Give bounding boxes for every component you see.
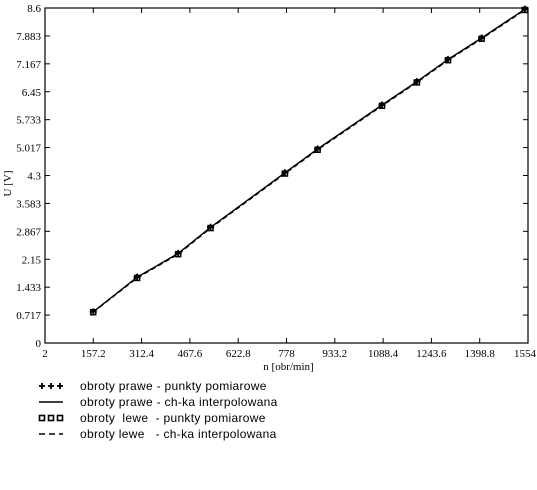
series-line-1 [92, 8, 526, 313]
x-tick-label: 1554 [514, 348, 537, 360]
data-point-square [478, 35, 485, 43]
series-line-3 [92, 9, 526, 313]
legend-label: obroty lewe - punkty pomiarowe [80, 411, 266, 425]
data-point-square [133, 274, 141, 282]
y-tick-label: 3.583 [16, 198, 41, 210]
legend: obroty prawe - punkty pomiarowe obroty p… [38, 378, 277, 442]
y-tick-label: 2.867 [16, 226, 41, 238]
y-tick-label: 2.15 [22, 254, 42, 266]
data-point-square [521, 6, 529, 14]
x-axis-label: n [obr/min] [263, 361, 313, 373]
legend-label: obroty prawe - punkty pomiarowe [80, 379, 267, 393]
y-tick-label: 6.45 [22, 87, 42, 99]
x-tick-label: 1088.4 [368, 348, 399, 360]
y-tick-label: 4.3 [27, 171, 41, 183]
legend-item-right-points: obroty prawe - punkty pomiarowe [38, 378, 266, 394]
x-tick-label: 1398.8 [465, 348, 496, 360]
data-point-square [174, 250, 182, 258]
x-tick-label: 778 [278, 348, 295, 360]
y-tick-label: 5.017 [16, 143, 41, 155]
y-tick-label: 0 [36, 338, 42, 350]
data-point-square [314, 146, 321, 154]
data-point-square [413, 79, 421, 86]
x-tick-label: 312.4 [129, 348, 154, 360]
x-tick-label: 467.6 [178, 348, 203, 360]
data-point-square [444, 56, 452, 64]
x-tick-label: 2 [42, 348, 48, 360]
x-tick-label: 622.8 [226, 348, 251, 360]
legend-item-left-points: obroty lewe - punkty pomiarowe [38, 410, 265, 426]
x-tick-label: 157.2 [81, 348, 106, 360]
x-tick-label: 933.2 [322, 348, 347, 360]
legend-label: obroty lewe - ch-ka interpolowana [80, 427, 277, 441]
solid-line-icon [39, 401, 63, 403]
y-tick-label: 7.883 [16, 31, 41, 43]
legend-label: obroty prawe - ch-ka interpolowana [80, 395, 278, 409]
y-tick-label: 0.717 [16, 310, 41, 322]
data-point-square [89, 308, 97, 316]
data-point-square [281, 170, 289, 177]
chart: 2 157.2 312.4 467.6 622.8 778 933.2 1088.4 1243.… [2, 3, 537, 373]
y-tick-label: 8.6 [27, 3, 41, 15]
legend-item-right-line: obroty prawe - ch-ka interpolowana [38, 394, 277, 410]
y-tick-label: 7.167 [16, 59, 41, 71]
y-axis-label: U [V] [2, 171, 14, 197]
dashed-line-icon [39, 433, 63, 435]
y-tick-label: 1.433 [16, 282, 41, 294]
data-point-square [378, 102, 386, 110]
plus-marker-icon [39, 383, 63, 389]
square-marker-icon [38, 414, 64, 422]
legend-item-left-line: obroty lewe - ch-ka interpolowana [38, 426, 276, 442]
x-tick-label: 1243.6 [416, 348, 447, 360]
y-tick-label: 5.733 [16, 115, 41, 127]
data-point-square [207, 224, 214, 232]
